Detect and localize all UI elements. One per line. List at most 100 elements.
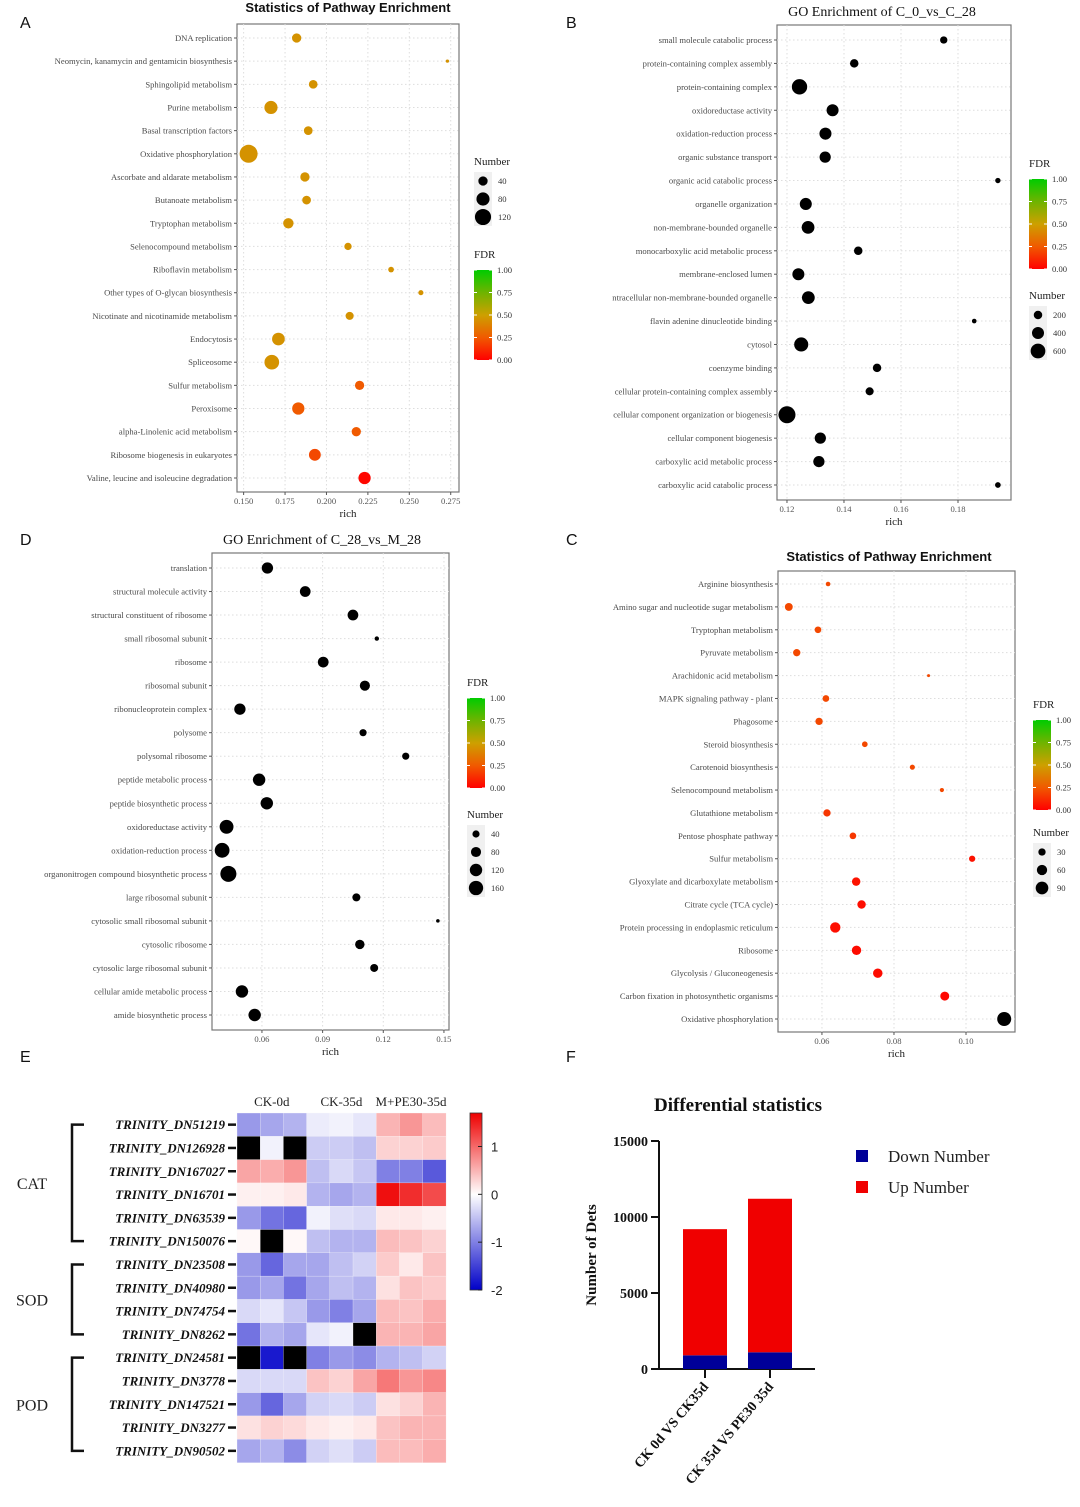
category-label: Pentose phosphate pathway	[678, 831, 774, 841]
category-label: coenzyme binding	[709, 363, 773, 373]
category-label: Nicotinate and nicotinamide metabolism	[92, 311, 232, 321]
legend-size-key	[1035, 881, 1049, 895]
heatmap-cell	[306, 1252, 331, 1277]
legend-size-key	[1036, 864, 1048, 876]
category-label: carboxylic acid metabolic process	[655, 457, 772, 467]
x-tick-label: 0.09	[315, 1034, 330, 1044]
legend-fdr-title: FDR	[1029, 158, 1051, 170]
legend-size-label: 400	[1053, 328, 1066, 338]
data-point	[814, 626, 822, 634]
legend-size-label: 200	[1053, 310, 1066, 320]
legend-size-key	[478, 176, 488, 186]
heatmap-cell	[376, 1229, 400, 1254]
x-tick-label: 0.15	[436, 1034, 451, 1044]
heatmap-cell	[283, 1112, 308, 1137]
data-point	[374, 636, 379, 641]
data-point	[261, 562, 274, 574]
heatmap-cell	[399, 1299, 424, 1324]
heatmap-cell	[306, 1112, 331, 1137]
legend-size-key	[472, 830, 480, 838]
legend-size-key	[1033, 310, 1043, 320]
data-point	[857, 900, 866, 909]
group-label: POD	[16, 1397, 48, 1414]
heatmap-cell	[352, 1252, 377, 1277]
category-label: Endocytosis	[190, 334, 233, 344]
fdr-label: 0.00	[497, 355, 512, 365]
heatmap-cell	[352, 1392, 377, 1417]
data-point	[445, 59, 450, 63]
category-label: Sulfur metabolism	[709, 854, 773, 864]
category-label: Carbon fixation in photosynthetic organi…	[620, 991, 774, 1001]
heatmap-cell	[352, 1182, 377, 1207]
data-point	[291, 33, 302, 43]
heatmap-cell	[422, 1322, 447, 1347]
category-label: Ribosome biogenesis in eukaryotes	[111, 450, 233, 460]
x-tick-label: 0.06	[254, 1034, 270, 1044]
legend-size-label: 120	[491, 865, 504, 875]
fdr-label: 0.00	[1056, 805, 1071, 815]
category-label: membrane-enclosed lumen	[679, 269, 773, 279]
category-label: large ribosomal subunit	[126, 892, 208, 902]
data-point	[264, 354, 280, 370]
heatmap-cell	[422, 1159, 447, 1184]
data-point	[849, 59, 859, 68]
category-label: Glyoxylate and dicarboxylate metabolism	[629, 877, 773, 887]
category-label: carboxylic acid catabolic process	[658, 480, 772, 490]
data-point	[794, 337, 809, 352]
heatmap-cell	[376, 1415, 400, 1440]
data-point	[345, 311, 354, 320]
x-tick-label: 0.06	[814, 1036, 830, 1046]
heatmap-cell	[260, 1275, 284, 1300]
category-label: cytosol	[747, 339, 772, 349]
category-label: amide biosynthetic process	[114, 1010, 208, 1020]
data-point	[352, 893, 361, 902]
heatmap-cell	[306, 1345, 331, 1370]
data-point	[359, 729, 367, 737]
heatmap-cell	[260, 1182, 284, 1207]
legend-number-title: Number	[474, 156, 510, 168]
heatmap-cell	[376, 1182, 400, 1207]
heatmap-cell	[422, 1275, 447, 1300]
row-label: TRINITY_DN167027	[109, 1164, 226, 1179]
group-label: CAT	[17, 1176, 47, 1193]
heatmap-cell	[306, 1275, 331, 1300]
column-group-label: CK-0d	[254, 1094, 290, 1109]
heatmap-cell	[329, 1392, 354, 1417]
heatmap-cell	[399, 1439, 424, 1463]
category-label: small molecule catabolic process	[659, 35, 773, 45]
data-point	[264, 100, 278, 115]
data-point	[801, 220, 815, 234]
heatmap-cell	[399, 1392, 424, 1417]
fdr-label: 0.25	[497, 333, 512, 343]
category-label: Peroxisome	[191, 404, 232, 414]
fdr-colorbar	[474, 270, 492, 360]
data-point	[819, 127, 832, 140]
category-label: Valine, leucine and isoleucine degradati…	[87, 473, 233, 483]
data-point	[825, 581, 831, 587]
panel-letter: C	[566, 532, 578, 549]
heatmap-cell	[236, 1182, 261, 1207]
heatmap-cell	[236, 1252, 261, 1277]
x-tick-label: 0.225	[358, 496, 377, 506]
heatmap-cell	[306, 1206, 331, 1230]
data-point	[370, 963, 379, 972]
x-tick-label: 0.18	[950, 504, 965, 514]
fdr-label: 0.50	[1056, 760, 1071, 770]
heatmap-cell	[422, 1369, 447, 1394]
data-point	[872, 363, 882, 373]
colorbar-label: -2	[491, 1283, 503, 1298]
legend-size-key	[468, 880, 484, 896]
legend-size-label: 160	[491, 883, 504, 893]
dot-plot-1	[774, 24, 1047, 503]
heatmap-cell	[399, 1229, 424, 1254]
category-label: oxidoreductase activity	[692, 105, 773, 115]
heatmap-cell	[352, 1415, 377, 1440]
category-label: Arachidonic acid metabolism	[672, 671, 773, 681]
heatmap-cell	[236, 1229, 261, 1254]
data-point	[235, 985, 249, 998]
heatmap-cell	[376, 1439, 400, 1463]
data-point	[402, 752, 410, 760]
data-point	[317, 656, 329, 668]
heatmap-cell	[306, 1392, 331, 1417]
category-label: polysomal ribosome	[137, 751, 207, 761]
